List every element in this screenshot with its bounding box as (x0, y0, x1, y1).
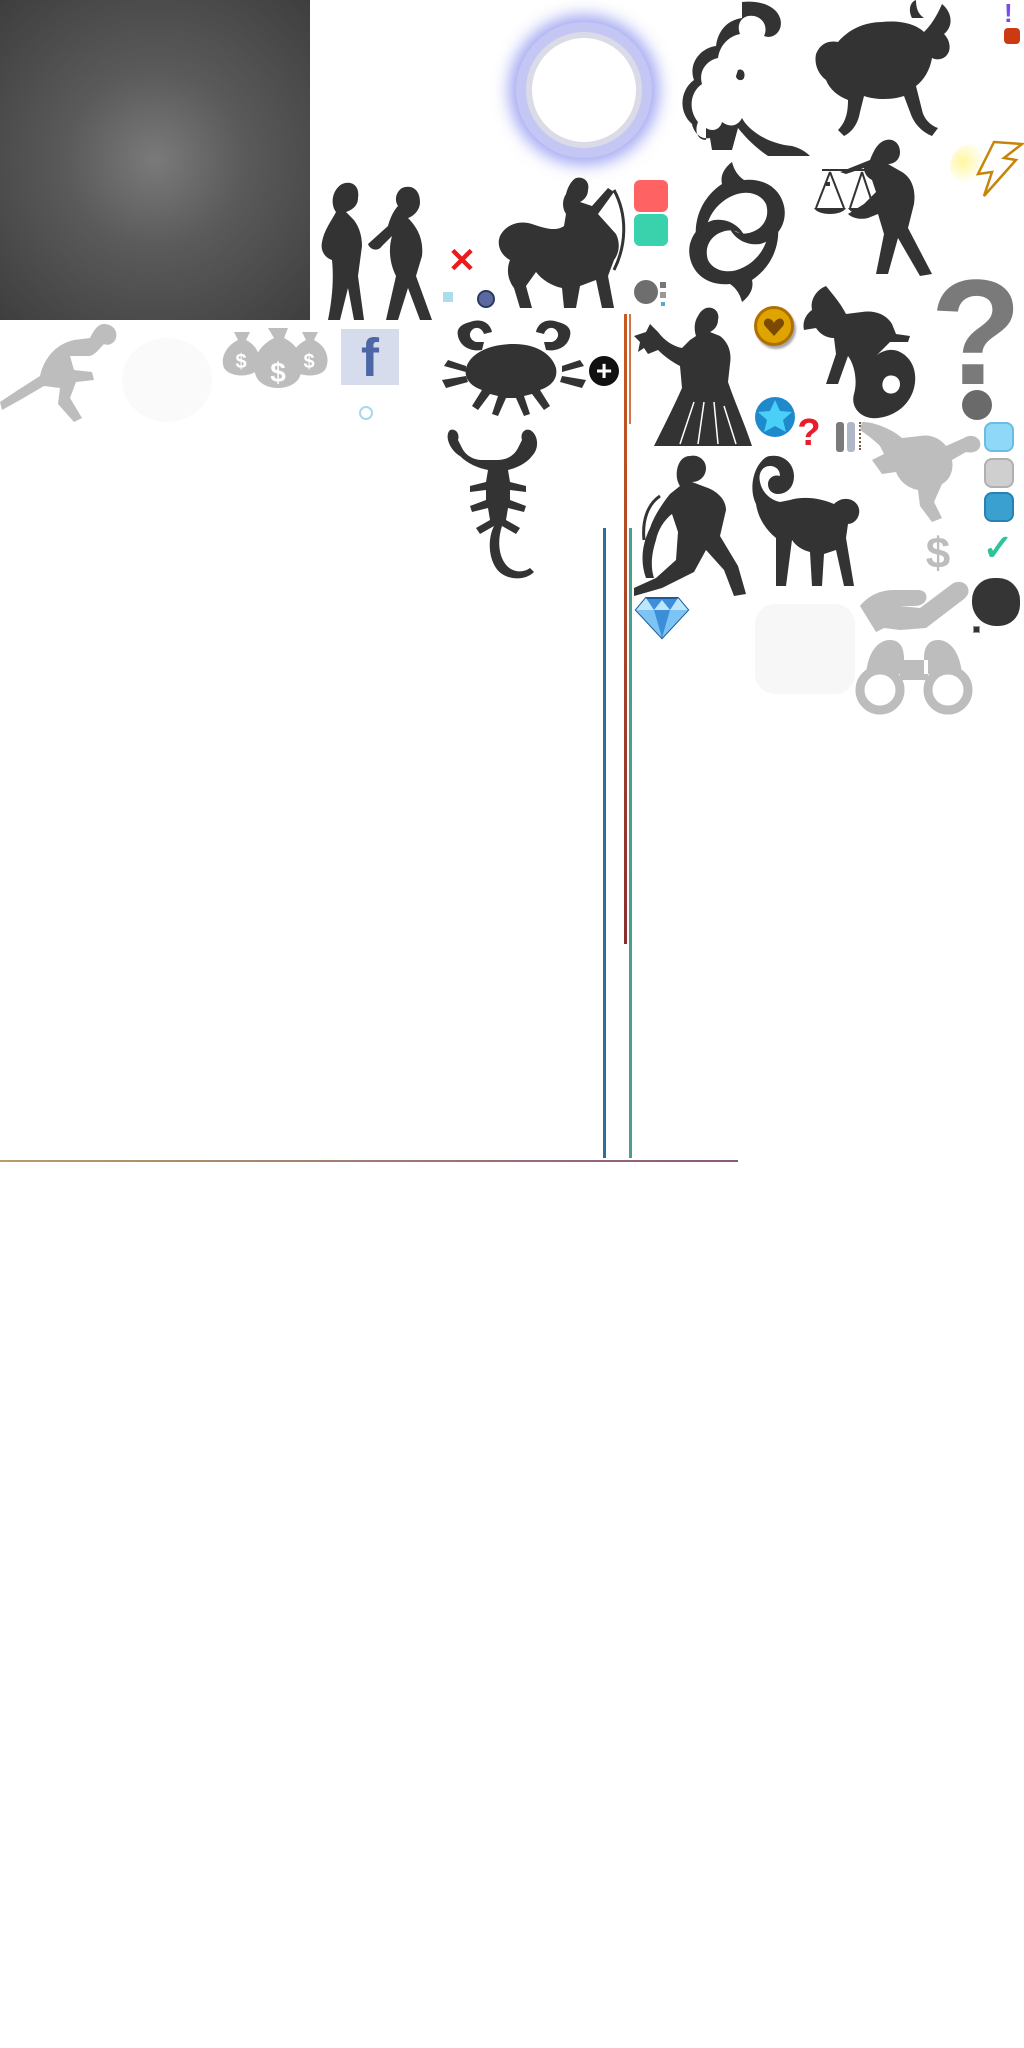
svg-text:$: $ (235, 351, 246, 373)
divider-line-teal (629, 528, 632, 1158)
binoculars-icon (855, 640, 973, 715)
pale-circle (122, 338, 212, 422)
check-icon: ✓ (982, 527, 1014, 568)
blue-star-badge[interactable] (754, 396, 796, 438)
glowing-ring-button[interactable] (516, 22, 652, 158)
small-blue-dot (477, 290, 495, 308)
plus-icon: + (595, 355, 613, 386)
small-cyan-square (443, 292, 453, 302)
libra-icon (814, 139, 932, 276)
dark-round-button[interactable] (972, 578, 1020, 626)
grey-bubble (984, 458, 1014, 488)
money-hand-icon: $ (860, 529, 969, 632)
red-question-icon[interactable]: ? (797, 412, 821, 454)
lightning-runner-icon (950, 140, 1024, 197)
exclaim-icon: ! (1004, 0, 1013, 28)
pause-bar (836, 422, 844, 452)
diamond-gem-icon (634, 597, 690, 640)
teal-tile-button[interactable] (634, 214, 668, 246)
red-tile-button[interactable] (634, 180, 668, 212)
aquarius-icon (634, 455, 746, 596)
divider-line-blue (603, 528, 606, 1158)
cancer-icon (442, 320, 586, 416)
dark-gradient-panel (0, 0, 310, 320)
pause-bar (847, 422, 855, 452)
dotted-separator (859, 422, 863, 450)
close-icon[interactable]: ✕ (447, 242, 477, 280)
sprinter-start-icon (0, 324, 117, 422)
tiny-grey-square (660, 292, 666, 298)
heart-icon (763, 318, 785, 336)
divider-line-orange (624, 314, 627, 944)
add-circle-button[interactable] (589, 356, 619, 386)
tiny-dark-square (973, 626, 980, 633)
sagittarius-icon (498, 177, 626, 308)
grey-dot-large (962, 390, 992, 420)
leo-icon (682, 1, 810, 156)
svg-text:$: $ (270, 357, 286, 388)
divider-line-horizontal (0, 1160, 738, 1162)
blue-bubble (984, 492, 1014, 522)
red-square-badge (1004, 28, 1020, 44)
svg-text:$: $ (926, 529, 950, 578)
capricorn-icon (803, 286, 916, 419)
tiny-grey-square (660, 282, 666, 288)
small-target-icon (359, 406, 373, 420)
scorpio-icon (447, 429, 538, 579)
facebook-share-button[interactable]: f (341, 329, 399, 387)
light-blue-bubble (984, 422, 1014, 452)
help-question-icon[interactable]: ? (930, 248, 1022, 416)
virgo-icon (634, 307, 752, 446)
faint-placeholder-tile (755, 604, 855, 694)
taurus-icon (815, 0, 951, 136)
tiny-teal-dot (661, 302, 665, 306)
svg-text:$: $ (303, 351, 314, 373)
money-bags-icon: $ $ $ (222, 328, 328, 388)
grey-dot (634, 280, 658, 304)
gemini-icon (321, 182, 432, 320)
pause-button[interactable] (836, 422, 858, 452)
pisces-icon (689, 162, 785, 302)
aries-icon (752, 455, 860, 586)
leaping-figure-icon (860, 422, 981, 522)
divider-line-orange-short (629, 314, 631, 424)
